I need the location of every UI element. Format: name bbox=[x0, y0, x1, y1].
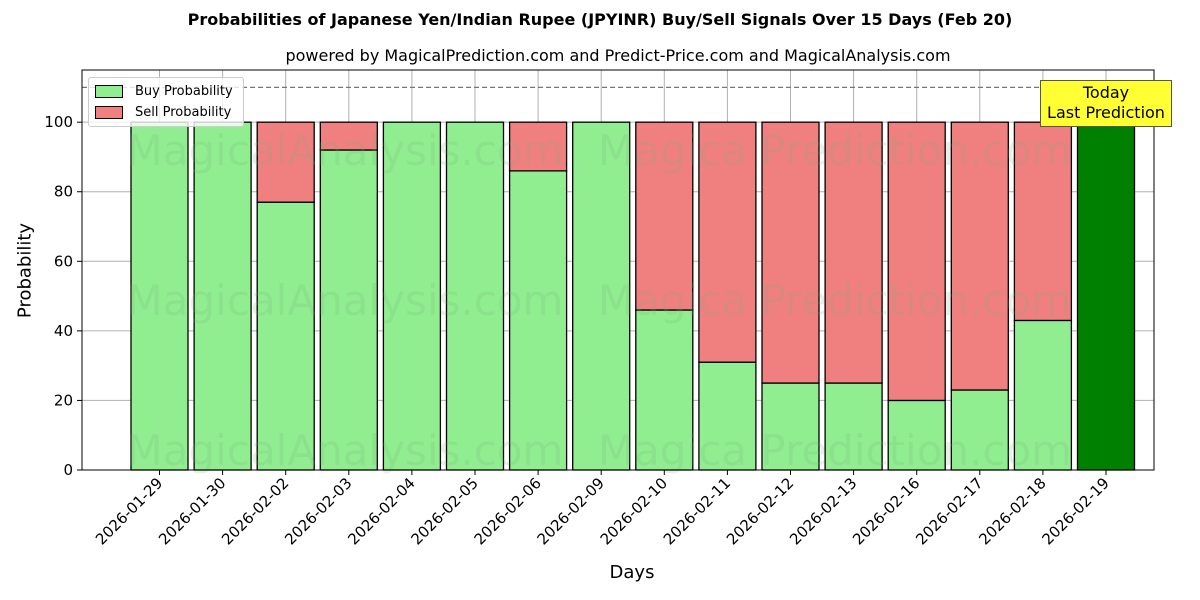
chart-title: Probabilities of Japanese Yen/Indian Rup… bbox=[187, 10, 1013, 29]
x-tick-label: 2026-02-17 bbox=[912, 474, 986, 548]
x-tick-label: 2026-02-05 bbox=[407, 474, 481, 548]
today-annotation: Today Last Prediction bbox=[1040, 80, 1172, 127]
sell-bar bbox=[635, 121, 694, 311]
buy-bar bbox=[572, 121, 631, 471]
x-tick-label: 2026-02-19 bbox=[1038, 474, 1112, 548]
y-tick-label: 0 bbox=[63, 461, 73, 479]
x-tick-label: 2026-02-16 bbox=[849, 474, 923, 548]
x-tick-label: 2026-02-18 bbox=[975, 474, 1049, 548]
sell-bar bbox=[950, 121, 1009, 391]
last-prediction-label: Last Prediction bbox=[1047, 103, 1165, 122]
axes-frame bbox=[81, 69, 1155, 471]
x-tick-label: 2026-02-03 bbox=[281, 474, 355, 548]
y-tick-label: 40 bbox=[54, 322, 73, 340]
y-tick-label: 100 bbox=[44, 113, 73, 131]
buy-bar bbox=[761, 382, 820, 471]
sell-bar bbox=[887, 121, 946, 402]
legend-label-sell: Sell Probability bbox=[135, 104, 232, 120]
buy-swatch-icon bbox=[95, 84, 123, 98]
buy-bar bbox=[382, 121, 442, 471]
x-tick-label: 2026-02-11 bbox=[660, 474, 734, 548]
watermark: MagicalAnalysis.com bbox=[127, 126, 564, 175]
x-tick-label: 2026-02-02 bbox=[218, 474, 292, 548]
x-axis-label: Days bbox=[609, 562, 655, 583]
x-tick-label: 2026-01-30 bbox=[155, 474, 229, 548]
buy-bar bbox=[698, 361, 757, 471]
buy-bar bbox=[130, 121, 189, 471]
watermark: Magica Prediction.com bbox=[598, 276, 1072, 325]
today-label: Today bbox=[1082, 83, 1130, 102]
y-tick-label: 80 bbox=[54, 183, 73, 201]
legend-label-buy: Buy Probability bbox=[135, 83, 233, 99]
y-tick-label: 20 bbox=[54, 391, 73, 409]
x-tick-label: 2026-02-04 bbox=[344, 474, 418, 548]
watermark: MagicalAnalysis.com bbox=[127, 276, 564, 325]
watermark: MagicalAnalysis.com bbox=[127, 426, 564, 475]
sell-bar bbox=[698, 121, 757, 363]
legend-item-buy: Buy Probability bbox=[95, 81, 233, 101]
x-tick-label: 2026-02-13 bbox=[786, 474, 860, 548]
x-tick-label: 2026-02-06 bbox=[471, 474, 545, 548]
sell-bar bbox=[508, 121, 568, 172]
x-tick-label: 2026-02-12 bbox=[723, 474, 797, 548]
y-axis-label: Probability bbox=[14, 222, 36, 319]
y-tick-label: 60 bbox=[54, 252, 73, 270]
x-tick-label: 2026-01-29 bbox=[92, 474, 166, 548]
sell-bar bbox=[824, 121, 883, 384]
chart-subtitle: powered by MagicalPrediction.com and Pre… bbox=[285, 46, 951, 65]
buy-bar bbox=[445, 121, 505, 471]
x-tick-label: 2026-02-09 bbox=[534, 474, 608, 548]
sell-bar bbox=[1013, 121, 1073, 322]
legend-item-sell: Sell Probability bbox=[95, 102, 231, 122]
x-tick-label: 2026-02-10 bbox=[597, 474, 671, 548]
legend: Buy Probability Sell Probability bbox=[88, 77, 244, 127]
watermark: Magica Prediction.com bbox=[598, 426, 1072, 475]
watermark: Magica Prediction.com bbox=[598, 126, 1072, 175]
sell-swatch-icon bbox=[95, 105, 123, 119]
sell-bar bbox=[256, 121, 315, 203]
sell-bar bbox=[761, 121, 820, 384]
sell-bar bbox=[319, 121, 378, 151]
buy-bar bbox=[1076, 121, 1136, 471]
buy-bar bbox=[950, 389, 1009, 471]
